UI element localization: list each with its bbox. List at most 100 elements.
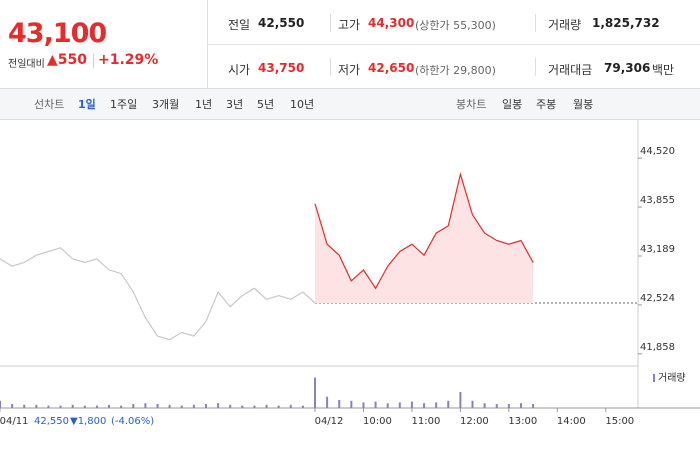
volume-bar: [144, 403, 147, 408]
y-tick-label: 43,855: [640, 195, 675, 206]
field-note: (상한가 55,300): [415, 19, 496, 32]
header: 43,100 전일대비 ▲550 +1.29% 전일 42,550 고가 44,…: [0, 0, 700, 89]
field-note: (하한가 29,800): [415, 64, 496, 77]
price-line: [314, 171, 534, 290]
tab[interactable]: 월봉: [573, 98, 594, 111]
tab-group-label: 선차트: [34, 98, 65, 111]
y-tick-label: 44,520: [640, 146, 675, 157]
volume-bar: [386, 403, 389, 408]
divider: [93, 54, 94, 68]
volume-bar: [47, 405, 50, 408]
volume-bar: [265, 404, 268, 408]
tab[interactable]: 1주일: [110, 98, 138, 111]
tab[interactable]: 1일: [78, 98, 96, 111]
field-value: 1,825,732: [592, 16, 660, 30]
prev-change: ▼1,800: [70, 416, 106, 427]
volume-bar: [507, 404, 510, 408]
tab[interactable]: 5년: [257, 98, 275, 111]
volume-bar: [435, 402, 438, 408]
x-tick-label: 04/11: [0, 416, 28, 427]
volume-bar: [83, 405, 86, 408]
volume-bar: [459, 392, 462, 408]
volume-bar: [483, 403, 486, 408]
tab[interactable]: 3년: [226, 98, 244, 111]
divider: [330, 14, 331, 32]
field-label: 거래량: [548, 18, 582, 32]
volume-bar: [350, 400, 353, 408]
change-pct: +1.29%: [98, 52, 159, 68]
tab-bar: 선차트 1일 1주일 3개월 1년 3년 5년 10년 봉차트 일봉 주봉 월봉: [0, 89, 700, 120]
divider: [535, 58, 536, 76]
legend-label: 거래량: [658, 372, 686, 384]
price: 43,100: [8, 18, 107, 49]
volume-bar: [156, 404, 159, 408]
volume-bar: [374, 401, 377, 408]
volume-bar: [35, 404, 38, 408]
x-tick-label: 11:00: [412, 416, 441, 427]
volume-bar: [519, 403, 522, 408]
tab[interactable]: 10년: [290, 98, 315, 111]
price-line: [0, 247, 316, 341]
volume-bar: [289, 404, 292, 408]
volume-bar: [11, 404, 14, 408]
volume-bar: [471, 400, 474, 408]
volume-bar: [204, 404, 207, 408]
chart: 41,858 42,524 43,189 43,855 44,520 거래량 04/11 04…: [0, 120, 700, 427]
volume-bar: [71, 404, 74, 408]
volume-bar: [277, 405, 280, 408]
volume-bar: [23, 404, 26, 408]
field-label: 저가: [338, 63, 361, 77]
volume-bar: [59, 405, 62, 408]
area: [315, 174, 534, 303]
volume-bar: [95, 405, 98, 408]
field-value: 42,650: [368, 61, 415, 75]
field-label: 거래대금: [548, 63, 593, 77]
divider: [330, 58, 331, 76]
volume-bar: [532, 404, 535, 408]
volume-bar: [132, 404, 135, 408]
y-tick-label: 42,524: [640, 293, 675, 304]
tab[interactable]: 1년: [195, 98, 213, 111]
field-label: 전일: [228, 18, 251, 32]
field-label: 고가: [338, 18, 361, 32]
field-value: 43,750: [258, 61, 305, 75]
x-tick-label: 14:00: [557, 416, 586, 427]
divider: [535, 14, 536, 32]
volume-bar: [326, 396, 329, 408]
y-tick-label: 41,858: [640, 342, 675, 353]
volume-bar: [241, 405, 244, 408]
x-tick-label: 13:00: [508, 416, 537, 427]
tab-group-label: 봉차트: [456, 98, 487, 111]
volume-bar: [362, 402, 365, 408]
volume-bar: [301, 405, 304, 408]
change: ▲550: [47, 52, 87, 68]
divider: [207, 44, 700, 45]
prev-close: 42,550: [34, 416, 69, 427]
x-tick-label: 10:00: [363, 416, 392, 427]
x-tick-label: 12:00: [460, 416, 489, 427]
volume-bar: [120, 405, 123, 408]
field-unit: 백만: [652, 63, 675, 77]
x-tick-label: 15:00: [605, 416, 634, 427]
tab[interactable]: 일봉: [502, 98, 523, 111]
x-tick-label: 04/12: [315, 416, 344, 427]
volume-bar: [217, 403, 220, 408]
volume-bar: [108, 404, 111, 408]
tab[interactable]: 3개월: [152, 98, 180, 111]
volume-bar: [0, 400, 1, 408]
volume-bar: [398, 402, 401, 408]
y-tick-label: 43,189: [640, 244, 675, 255]
volume-bar: [495, 404, 498, 408]
field-label: 시가: [228, 63, 251, 77]
volume-bar: [168, 404, 171, 408]
prev-change-pct: (-4.06%): [111, 416, 154, 427]
volume-bar: [338, 400, 341, 408]
volume-bar: [314, 377, 316, 408]
tab[interactable]: 주봉: [536, 98, 557, 111]
field-value: 42,550: [258, 16, 305, 30]
legend-swatch: [653, 374, 655, 382]
volume-bar: [192, 404, 195, 408]
volume-bar: [447, 400, 450, 408]
volume-bar: [229, 404, 232, 408]
